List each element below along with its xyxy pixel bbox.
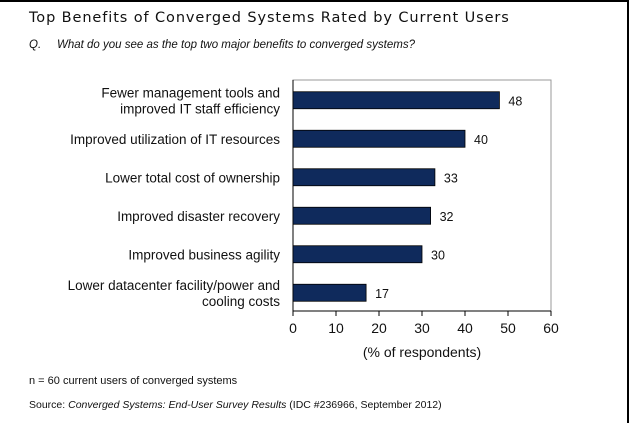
chart-title: Top Benefits of Converged Systems Rated … <box>29 10 510 26</box>
question-label: Q. <box>29 39 42 51</box>
category-label: Improved business agility <box>128 247 280 262</box>
data-label: 48 <box>508 94 522 108</box>
source-suffix: (IDC #236966, September 2012) <box>286 399 442 411</box>
bar <box>292 91 500 110</box>
x-tick-label: 50 <box>500 320 516 336</box>
category-label: improved IT staff efficiency <box>120 101 280 116</box>
data-label: 32 <box>440 210 454 224</box>
category-label: Lower datacenter facility/power and <box>68 278 280 293</box>
x-axis-label: (% of respondents) <box>363 344 481 360</box>
bar <box>292 129 466 148</box>
x-tick-label: 0 <box>289 320 297 336</box>
plot-area <box>292 79 552 312</box>
bar <box>292 206 432 225</box>
data-label: 17 <box>375 287 389 301</box>
source-line: Source: Converged Systems: End-User Surv… <box>29 399 442 411</box>
x-tick-label: 30 <box>414 320 430 336</box>
data-label: 40 <box>474 133 488 147</box>
category-label: cooling costs <box>202 294 280 309</box>
data-label: 30 <box>431 248 445 262</box>
category-label: Improved utilization of IT resources <box>70 132 280 147</box>
category-label: Lower total cost of ownership <box>105 170 280 185</box>
sample-note: n = 60 current users of converged system… <box>29 375 238 387</box>
bar <box>292 168 436 187</box>
bar <box>292 245 423 264</box>
source-title: Converged Systems: End-User Survey Resul… <box>68 399 287 411</box>
x-tick-label: 10 <box>328 320 344 336</box>
category-label: Fewer management tools and <box>101 85 280 100</box>
source-prefix: Source: <box>29 399 69 411</box>
question-text: What do you see as the top two major ben… <box>57 39 415 51</box>
survey-question: Q. What do you see as the top two major b… <box>29 39 415 51</box>
x-tick-label: 40 <box>457 320 473 336</box>
bar <box>292 283 367 302</box>
data-label: 33 <box>444 171 458 185</box>
x-tick-label: 20 <box>371 320 387 336</box>
x-tick-label: 60 <box>543 320 559 336</box>
category-label: Improved disaster recovery <box>117 209 280 224</box>
